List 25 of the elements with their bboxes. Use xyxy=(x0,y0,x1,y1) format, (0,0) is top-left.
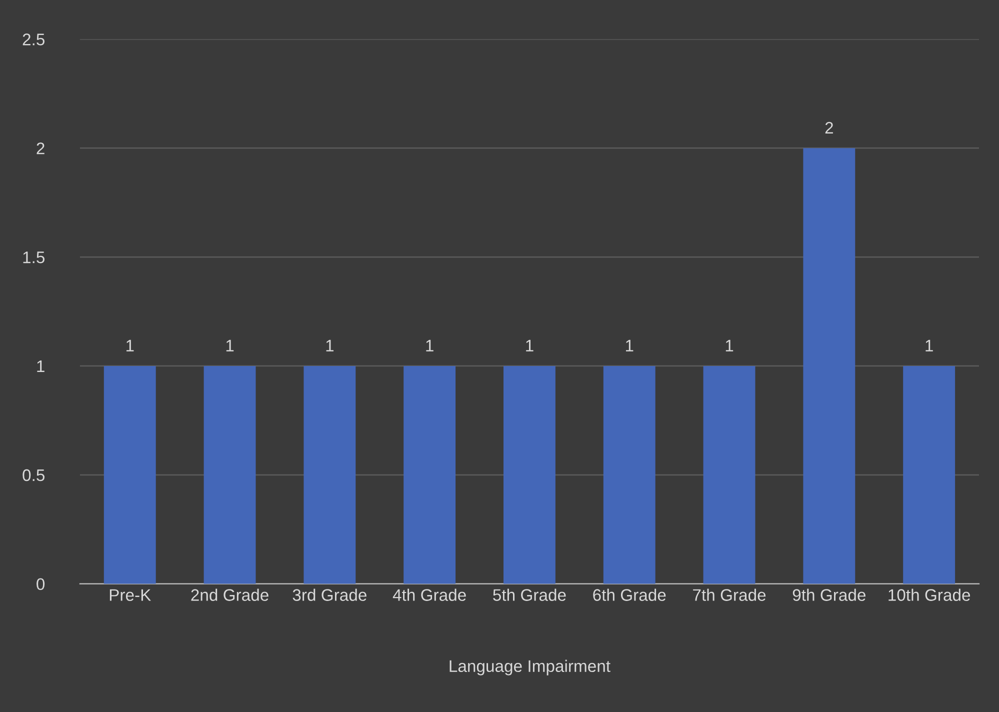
data-label: 1 xyxy=(426,340,434,352)
data-label: 1 xyxy=(326,340,334,352)
x-tick-label: 7th Grade xyxy=(693,588,766,601)
x-tick-label: 3rd Grade xyxy=(292,588,366,601)
data-label: 1 xyxy=(626,340,634,352)
y-tick-label: 1.5 xyxy=(23,252,44,264)
data-label: 1 xyxy=(926,340,933,352)
y-tick-label: 2.5 xyxy=(22,34,44,46)
x-tick-label: 6th Grade xyxy=(593,588,666,601)
y-tick-label: 0 xyxy=(36,578,45,590)
x-tick-label: Pre-K xyxy=(110,589,151,601)
data-label: 1 xyxy=(526,340,534,352)
data-label: 2 xyxy=(825,122,833,134)
y-tick-label: 2 xyxy=(36,142,44,154)
x-tick-label: 9th Grade xyxy=(792,588,866,601)
y-tick-label: 1 xyxy=(37,360,44,372)
y-tick-label: 0.5 xyxy=(22,469,44,482)
x-tick-label: 5th Grade xyxy=(493,588,566,601)
x-tick-label: 4th Grade xyxy=(392,588,466,601)
x-tick-label: 2nd Grade xyxy=(191,588,268,601)
data-label: 1 xyxy=(126,340,134,352)
data-label: 1 xyxy=(726,340,734,352)
data-label: 1 xyxy=(226,340,234,352)
x-tick-label: 10th Grade xyxy=(888,588,970,601)
x-axis-title: Language Impairment xyxy=(450,660,610,676)
